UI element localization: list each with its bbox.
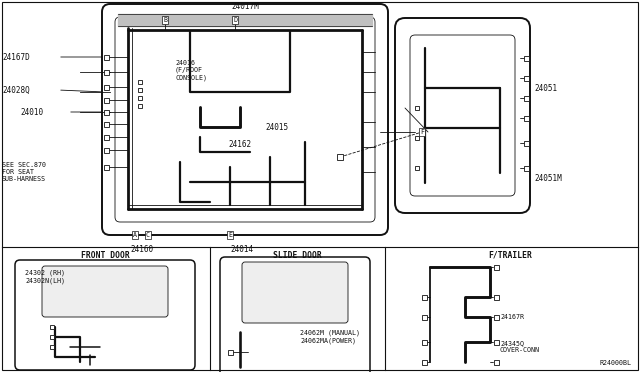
Bar — [415, 136, 419, 140]
Text: B: B — [163, 17, 167, 23]
FancyBboxPatch shape — [220, 257, 370, 372]
Bar — [524, 55, 529, 61]
Text: 24345Q
COVER-CONN: 24345Q COVER-CONN — [500, 340, 540, 353]
Bar — [415, 166, 419, 170]
Text: SEE SEC.870
FOR SEAT
SUB-HARNESS: SEE SEC.870 FOR SEAT SUB-HARNESS — [2, 162, 46, 182]
Text: R24000BL: R24000BL — [600, 360, 632, 366]
Bar — [415, 106, 419, 110]
Bar — [524, 76, 529, 80]
Bar — [104, 148, 109, 153]
Bar — [138, 104, 142, 108]
Bar — [138, 80, 142, 84]
Bar — [422, 340, 426, 344]
Bar — [493, 295, 499, 299]
Bar — [104, 97, 109, 103]
Text: 24162: 24162 — [228, 140, 251, 148]
Text: 24160: 24160 — [130, 244, 153, 253]
Text: 24010: 24010 — [20, 108, 43, 116]
Bar — [422, 314, 426, 320]
Text: 24051M: 24051M — [534, 173, 562, 183]
Text: 24051: 24051 — [534, 83, 557, 93]
Bar — [493, 264, 499, 269]
FancyBboxPatch shape — [15, 260, 195, 370]
Bar — [524, 141, 529, 145]
Bar — [104, 84, 109, 90]
Text: 24302 (RH)
24302N(LH): 24302 (RH) 24302N(LH) — [25, 270, 65, 284]
FancyBboxPatch shape — [42, 266, 168, 317]
Text: 24167R: 24167R — [500, 314, 524, 320]
Text: 24016
(F/ROOF
CONSOLE): 24016 (F/ROOF CONSOLE) — [175, 60, 207, 80]
Text: F: F — [420, 129, 424, 135]
Text: 24014: 24014 — [230, 244, 253, 253]
Bar — [422, 359, 426, 365]
Text: 24028Q: 24028Q — [2, 86, 29, 94]
FancyBboxPatch shape — [395, 18, 530, 213]
Text: 24062M (MANUAL)
24062MA(POWER): 24062M (MANUAL) 24062MA(POWER) — [300, 330, 360, 344]
Bar — [227, 350, 232, 355]
Text: 24015: 24015 — [265, 122, 288, 131]
Bar — [104, 135, 109, 140]
Bar — [524, 166, 529, 170]
Bar — [104, 109, 109, 115]
Bar — [138, 96, 142, 100]
Bar — [50, 335, 54, 339]
Bar — [493, 340, 499, 344]
Bar — [104, 55, 109, 60]
Bar — [104, 164, 109, 170]
Bar — [493, 359, 499, 365]
Bar — [422, 295, 426, 299]
Text: 24167D: 24167D — [2, 52, 29, 61]
Bar — [104, 70, 109, 74]
Text: 24017M: 24017M — [231, 1, 259, 10]
FancyBboxPatch shape — [242, 262, 348, 323]
Text: E: E — [228, 232, 232, 238]
Bar — [104, 122, 109, 126]
Text: A: A — [133, 232, 137, 238]
Text: SLIDE DOOR: SLIDE DOOR — [273, 250, 321, 260]
Bar — [50, 345, 54, 349]
Bar — [50, 325, 54, 329]
Text: FRONT DOOR: FRONT DOOR — [81, 250, 129, 260]
Bar — [524, 96, 529, 100]
Bar — [493, 314, 499, 320]
Bar — [524, 115, 529, 121]
Text: D: D — [233, 17, 237, 23]
FancyBboxPatch shape — [102, 4, 388, 235]
Text: F/TRAILER: F/TRAILER — [488, 250, 532, 260]
Bar — [138, 88, 142, 92]
Bar — [337, 154, 343, 160]
Text: C: C — [146, 232, 150, 238]
